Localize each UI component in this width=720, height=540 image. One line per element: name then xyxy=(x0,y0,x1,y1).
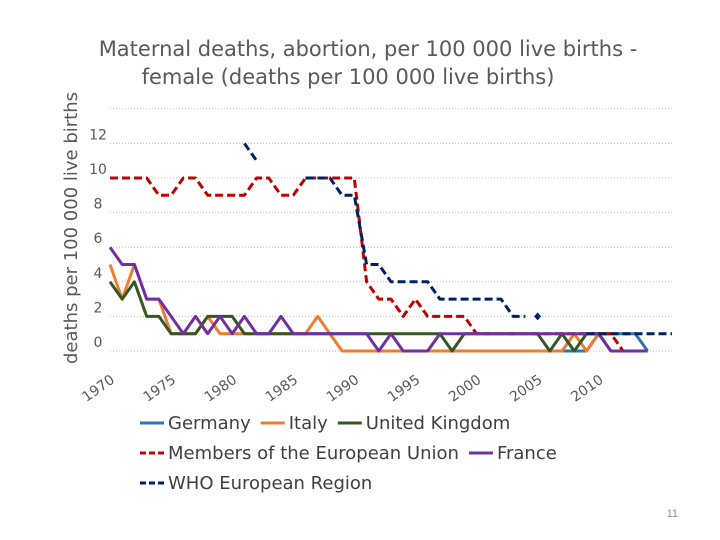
series-line-who-european-region xyxy=(305,176,526,318)
x-tick-label: 2000 xyxy=(446,372,484,406)
page-number: 11 xyxy=(666,508,678,520)
series-line-who-european-region xyxy=(243,142,258,162)
x-tick-label: 1990 xyxy=(324,372,362,406)
y-tick-label: 8 xyxy=(94,197,103,213)
gridlines xyxy=(110,108,672,352)
series-lines xyxy=(108,142,672,353)
x-tick-label: 1980 xyxy=(202,372,240,406)
legend-label: France xyxy=(497,443,557,464)
x-tick-label: 2005 xyxy=(507,372,545,406)
y-tick-label: 2 xyxy=(94,300,103,316)
x-tick-label: 1970 xyxy=(80,372,118,406)
series-marker xyxy=(534,312,542,321)
x-tick-label: 1985 xyxy=(263,372,301,406)
legend-label: Germany xyxy=(168,413,251,434)
x-tick-labels: 1970 1975 1980 1985 1990 1995 2000 2005 2010 xyxy=(80,372,607,406)
y-tick-label: 6 xyxy=(94,231,103,247)
y-tick-label: 12 xyxy=(89,127,107,143)
legend-label: Members of the European Union xyxy=(168,443,459,464)
legend: Germany Italy United Kingdom Members of the… xyxy=(140,413,557,494)
chart-title-line-1: Maternal deaths, abortion, per 100 000 l… xyxy=(99,37,638,61)
y-tick-label: 10 xyxy=(89,162,107,178)
series-line-france xyxy=(108,246,648,353)
y-tick-labels: 0 2 4 6 8 10 12 xyxy=(89,127,107,351)
x-tick-label: 1975 xyxy=(141,372,179,406)
legend-label: Italy xyxy=(289,413,328,434)
series-line-italy xyxy=(108,263,611,353)
series-line-members-of-the-european-union xyxy=(110,176,625,352)
x-tick-label: 1995 xyxy=(385,372,423,406)
chart-title-line-2: female (deaths per 100 000 live births) xyxy=(142,65,555,89)
y-tick-label: 4 xyxy=(94,266,103,282)
legend-label: United Kingdom xyxy=(366,413,510,434)
y-tick-label: 0 xyxy=(94,335,103,351)
y-axis-title: deaths per 100 000 live births xyxy=(61,92,82,364)
x-tick-label: 2010 xyxy=(568,372,606,406)
legend-label: WHO European Region xyxy=(168,473,372,494)
